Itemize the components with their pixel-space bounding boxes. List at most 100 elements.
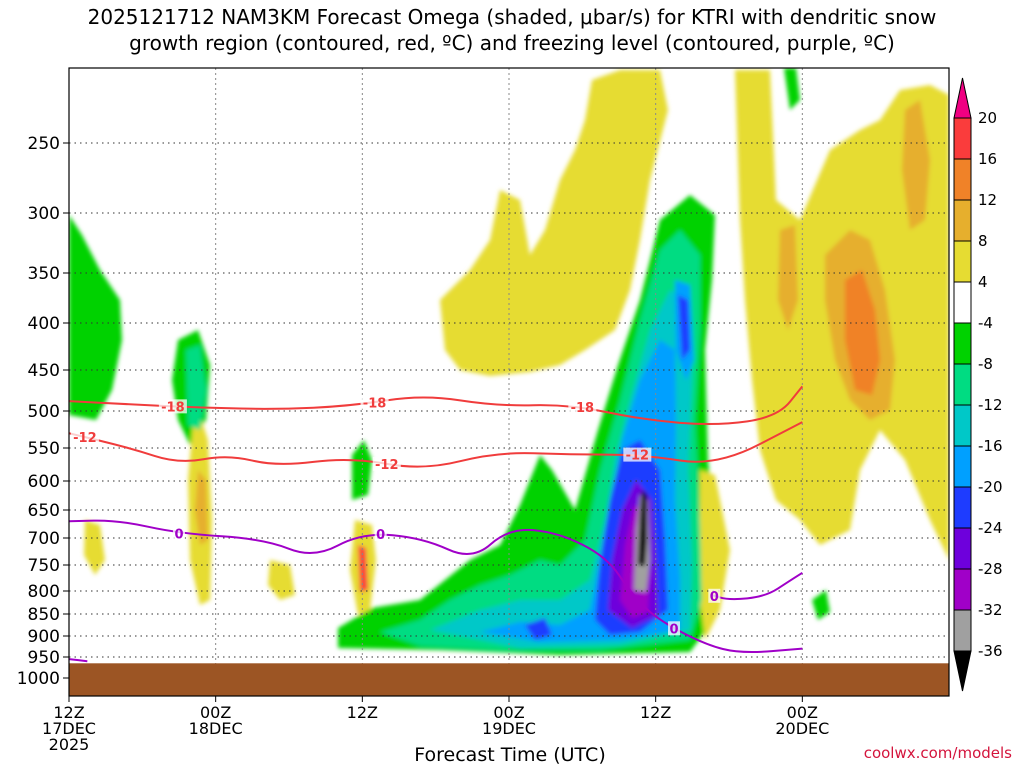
x-tick-label: 12Z: [640, 703, 671, 722]
colorbar-label: -20: [978, 478, 1003, 496]
colorbar-swatch: [953, 527, 972, 570]
contour-label: 0: [669, 622, 678, 637]
chart-title-line2: growth region (contoured, red, ºC) and f…: [129, 31, 895, 55]
y-tick-label: 350: [28, 264, 60, 284]
contour-label-bg: [374, 527, 387, 542]
contour-label: -12: [626, 449, 650, 464]
colorbar-label: 4: [978, 273, 988, 291]
omega-lt-minus8-small: [186, 345, 206, 430]
y-tick-label: 450: [28, 361, 60, 381]
colorbar-label: 20: [978, 109, 997, 127]
colorbar-label: -12: [978, 396, 1003, 414]
colorbar-label: -24: [978, 519, 1003, 537]
x-tick-label: 2025: [49, 735, 90, 754]
colorbar-arrow-bottom: [953, 650, 972, 692]
omega-gt8-d: [195, 470, 208, 545]
y-tick-label: 500: [28, 402, 60, 422]
x-tick-label: 00Z: [787, 703, 818, 722]
y-axis-pressure: 2503003504004505005506006507007508008509…: [17, 134, 69, 689]
colorbar-swatch: [953, 404, 972, 447]
contour-label: 0: [174, 528, 183, 543]
colorbar-swatch: [953, 158, 972, 201]
contour-label: 0: [376, 528, 385, 543]
y-tick-label: 600: [28, 472, 60, 492]
colorbar-swatch: [953, 322, 972, 365]
colorbar-swatch: [953, 568, 972, 611]
x-tick-label: 00Z: [200, 703, 231, 722]
contour-label-bg: [372, 456, 401, 471]
y-tick-label: 800: [28, 582, 60, 602]
omega-gt4-g: [700, 470, 730, 640]
omega-gt4-f: [268, 560, 295, 600]
contour-label-bg: [173, 526, 185, 541]
omega-gt8-c: [778, 225, 798, 330]
y-tick-label: 550: [28, 439, 60, 459]
contour-label: -12: [375, 458, 399, 473]
contour-label: -18: [571, 401, 595, 416]
omega-colorbar: 20 16 12 8 4 -4 -8 -12 -16 -20 -24 -28 -32 -36: [953, 77, 1003, 692]
ground-fill: [69, 663, 949, 696]
omega-gt4-e: [84, 520, 105, 575]
chart-title-line1: 2025121712 NAM3KM Forecast Omega (shaded…: [87, 5, 937, 29]
colorbar-swatch: [953, 281, 972, 324]
contour-label-bg: [708, 588, 721, 603]
omega-gt16-a: [358, 545, 368, 592]
y-tick-label: 300: [28, 204, 60, 224]
colorbar-swatch: [953, 363, 972, 406]
colorbar-swatch: [953, 445, 972, 488]
contour-label-bg: [623, 447, 652, 462]
colorbar-label: -4: [978, 314, 993, 332]
x-tick-label: 12Z: [53, 703, 84, 722]
x-tick-label: 12Z: [347, 703, 378, 722]
omega-lt-minus4-top: [784, 68, 800, 110]
colorbar-swatch: [953, 486, 972, 529]
omega-shading: [69, 68, 949, 655]
colorbar-label: -36: [978, 642, 1003, 660]
contour-label-bg: [360, 395, 389, 410]
contour-label: -18: [363, 396, 387, 411]
y-tick-label: 400: [28, 314, 60, 334]
x-tick-label: 20DEC: [775, 719, 829, 738]
omega-lt-minus36: [638, 490, 647, 566]
colorbar-arrow-top: [953, 77, 972, 119]
plot-area: -18 -18 -18 -12 -12 -12 0 0 0 0: [68, 67, 950, 697]
x-tick-label: 17DEC: [42, 719, 96, 738]
omega-gt12-a: [845, 270, 880, 395]
contour-label-bg: [668, 621, 680, 636]
contour-label-bg: [568, 400, 597, 415]
colorbar-label: 12: [978, 191, 997, 209]
contour-label: -18: [161, 400, 185, 415]
omega-gt8-b: [902, 100, 930, 230]
contour-label: -12: [73, 431, 97, 446]
colorbar-label: -8: [978, 355, 993, 373]
contour-label-bg: [70, 430, 99, 445]
contour-label: 0: [710, 590, 719, 605]
omega-lt-minus4-blob2: [812, 590, 830, 620]
ground-surface: [69, 663, 949, 696]
y-tick-label: 750: [28, 556, 60, 576]
omega-lt-minus4-left: [69, 215, 122, 420]
y-tick-label: 1000: [17, 669, 60, 689]
credit-text: coolwx.com/models: [863, 744, 1012, 762]
colorbar-label: -28: [978, 560, 1003, 578]
temperature-contours: -18 -18 -18 -12 -12 -12 0 0 0 0: [69, 385, 804, 663]
y-tick-label: 700: [28, 529, 60, 549]
colorbar-swatch: [953, 117, 972, 160]
x-tick-label: 00Z: [493, 703, 524, 722]
y-tick-label: 850: [28, 605, 60, 625]
x-axis-label: Forecast Time (UTC): [414, 744, 606, 766]
colorbar-swatch: [953, 199, 972, 242]
colorbar-label: -32: [978, 601, 1003, 619]
colorbar-label: 8: [978, 232, 988, 250]
colorbar-swatch: [953, 240, 972, 283]
x-tick-label: 18DEC: [189, 719, 243, 738]
y-tick-label: 650: [28, 501, 60, 521]
y-tick-label: 950: [28, 648, 60, 668]
y-tick-label: 250: [28, 134, 60, 154]
y-tick-label: 900: [28, 627, 60, 647]
omega-gt4-a: [440, 70, 668, 376]
colorbar-label: -16: [978, 437, 1003, 455]
colorbar-swatch: [953, 609, 972, 652]
